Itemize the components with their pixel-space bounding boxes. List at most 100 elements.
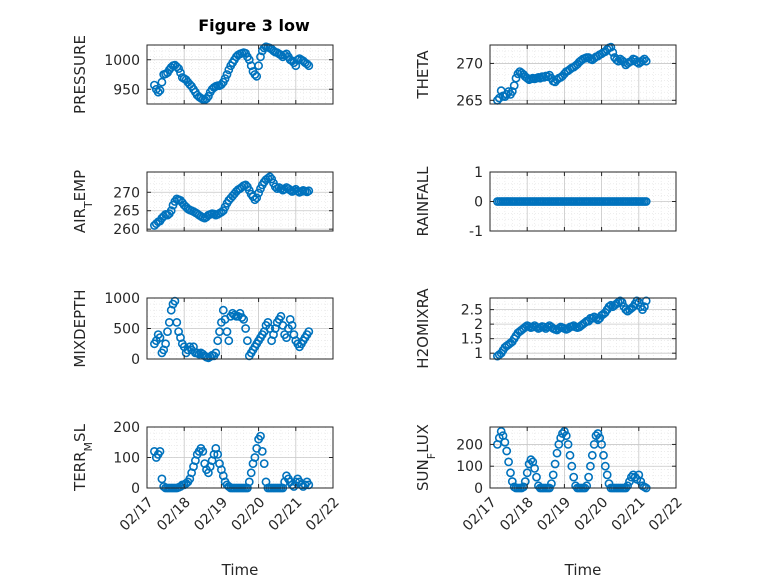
data-point — [213, 449, 223, 459]
data-point — [593, 429, 603, 438]
y-tick-label: 0 — [474, 195, 483, 211]
data-point — [222, 327, 232, 336]
y-tick-label: 1.5 — [461, 332, 483, 348]
data-point — [587, 450, 597, 460]
data-point — [552, 448, 562, 458]
data-point — [239, 314, 249, 324]
y-tick-label: 200 — [456, 437, 483, 453]
data-point — [252, 71, 262, 81]
y-axis-label-text: RAINFALL — [414, 166, 432, 237]
data-point — [263, 173, 273, 183]
y-tick-label: 200 — [113, 420, 140, 436]
data-point — [641, 296, 651, 306]
data-point — [565, 450, 575, 460]
y-tick-label: 0 — [131, 352, 140, 368]
data-point — [174, 64, 183, 73]
y-axis-label: PRESSURE — [71, 35, 89, 114]
data-point — [586, 461, 595, 471]
series-airtemp — [149, 172, 314, 230]
y-axis-label-text: THETA — [414, 50, 432, 100]
y-tick-label: 0 — [474, 481, 483, 497]
y-tick-label: 265 — [113, 204, 140, 220]
data-point — [203, 91, 213, 101]
y-axis-label: SUNFLUX — [414, 424, 438, 491]
data-point — [149, 80, 159, 90]
y-axis-label: TERRMSL — [71, 423, 95, 492]
data-point — [242, 336, 252, 346]
y-tick-label: 0 — [131, 481, 140, 497]
data-point — [287, 320, 297, 330]
data-point — [641, 56, 651, 66]
data-point — [224, 336, 234, 346]
data-point — [254, 61, 263, 71]
data-point — [632, 57, 642, 67]
series-h2omixra — [492, 296, 651, 361]
data-point — [211, 348, 221, 358]
subplot-theta: 265 270 THETA — [414, 42, 677, 109]
subplot-pressure: 950 1000 PRESSURE — [71, 35, 334, 114]
data-point — [252, 193, 262, 203]
y-axis-label: AIRTEMP — [71, 170, 95, 233]
data-point — [606, 42, 616, 52]
y-axis-label-tail: EMP — [71, 170, 89, 201]
x-axis-label: Time — [221, 561, 259, 579]
y-axis-label-text: H2OMIXRA — [414, 288, 432, 369]
y-axis-label: H2OMIXRA — [414, 288, 432, 369]
data-point — [155, 333, 165, 342]
data-point — [500, 437, 510, 447]
figure-title: Figure 3 low — [198, 16, 310, 35]
y-axis-label-text: MIXDEPTH — [71, 289, 89, 367]
data-point — [224, 65, 234, 75]
series-theta — [492, 42, 651, 105]
y-axis-label-subscript: F — [425, 453, 438, 459]
data-point — [567, 461, 577, 471]
data-point — [599, 450, 608, 460]
x-axis-label: Time — [564, 561, 602, 579]
data-point — [237, 313, 247, 322]
data-point — [526, 455, 536, 465]
y-axis-label-tail: LUX — [414, 424, 432, 453]
data-point — [548, 470, 558, 480]
y-tick-label: 1 — [474, 165, 483, 181]
data-point — [235, 308, 245, 318]
y-tick-label: 270 — [456, 56, 483, 72]
data-point — [267, 174, 276, 184]
data-point — [640, 302, 649, 312]
data-point — [304, 186, 314, 196]
data-point — [304, 327, 314, 336]
data-point — [163, 327, 172, 336]
data-point — [613, 297, 623, 307]
y-tick-label: 270 — [113, 185, 140, 201]
data-point — [265, 324, 275, 333]
data-point — [638, 56, 647, 65]
data-point — [222, 70, 232, 79]
axes-box — [489, 44, 677, 105]
y-tick-label: 260 — [113, 222, 140, 238]
data-point — [602, 470, 612, 480]
data-point — [532, 472, 541, 482]
data-point — [496, 426, 506, 436]
data-point — [561, 431, 571, 441]
data-point — [256, 431, 265, 441]
y-tick-label: -1 — [469, 224, 483, 240]
y-axis-label-text: SUN — [414, 459, 432, 491]
y-tick-label: 500 — [113, 322, 140, 338]
data-point — [218, 305, 228, 315]
data-point — [276, 311, 286, 321]
series-mixdepth — [149, 296, 314, 363]
y-axis-label: MIXDEPTH — [71, 289, 89, 367]
axes-box — [146, 171, 334, 232]
data-point — [254, 188, 263, 198]
data-point — [569, 472, 579, 482]
data-point — [613, 56, 623, 66]
data-point — [600, 461, 610, 471]
data-point — [155, 446, 165, 456]
data-point — [522, 468, 532, 478]
axes-box — [146, 44, 334, 105]
axes-box — [489, 297, 677, 360]
data-point — [246, 468, 256, 478]
data-point — [597, 439, 606, 449]
y-tick-label: 2.5 — [461, 303, 483, 319]
data-point — [220, 74, 230, 83]
data-point — [530, 463, 539, 473]
